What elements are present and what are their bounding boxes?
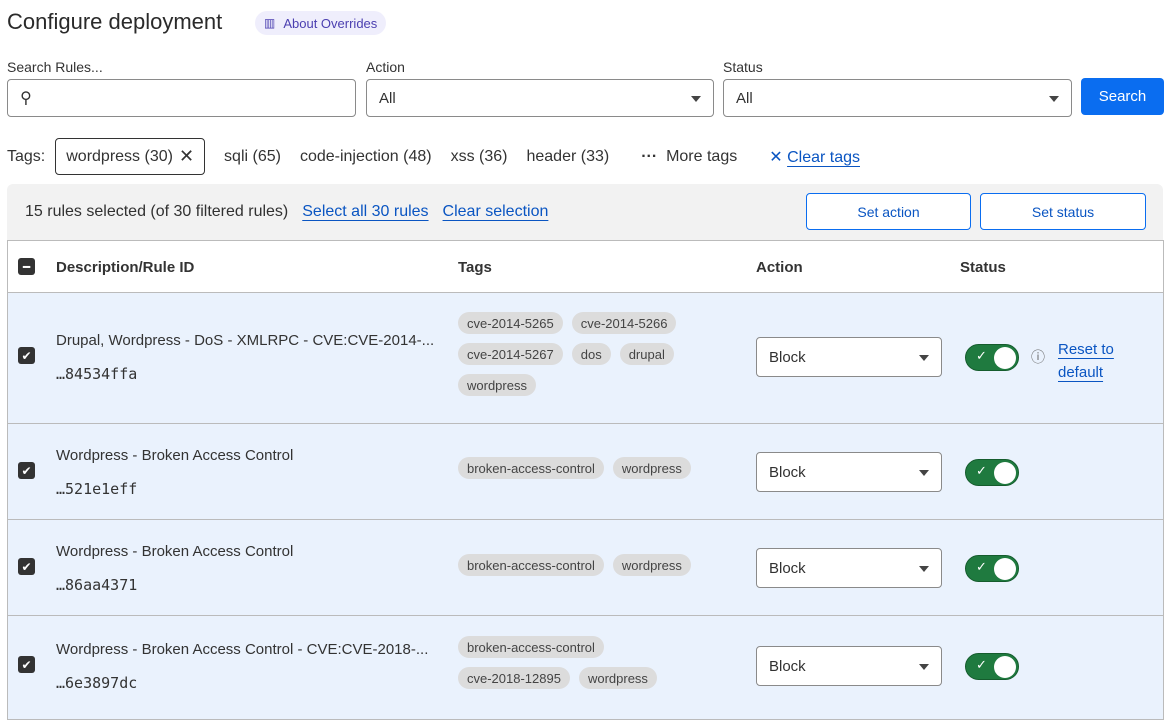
col-status: Status [960, 259, 1006, 276]
status-filter-value: All [736, 89, 753, 107]
chevron-down-icon [691, 96, 701, 102]
book-icon: ▥ [264, 16, 276, 30]
table-row: ✔ Wordpress - Broken Access Control …521… [8, 424, 1163, 520]
chevron-down-icon [919, 355, 929, 361]
action-value: Block [769, 559, 806, 577]
more-tags-label: More tags [666, 147, 738, 165]
action-value: Block [769, 463, 806, 481]
rule-id: …86aa4371 [56, 576, 138, 594]
action-select[interactable]: Block [756, 452, 942, 492]
search-input[interactable]: ⚲ [7, 79, 356, 117]
tag-chip: cve-2014-5266 [571, 312, 677, 334]
close-icon: ✕ [769, 148, 783, 166]
tag-chip: broken-access-control [458, 457, 604, 479]
page-title: Configure deployment [7, 9, 223, 34]
rule-description: Wordpress - Broken Access Control [56, 447, 294, 464]
col-tags: Tags [458, 259, 492, 276]
info-icon[interactable]: ⓘ [1031, 349, 1045, 365]
rules-table: ━ Description/Rule ID Tags Action Status… [7, 240, 1164, 720]
about-overrides-label: About Overrides [283, 15, 378, 31]
col-desc: Description/Rule ID [56, 259, 195, 276]
tag-chip: broken-access-control [458, 636, 604, 658]
set-status-button[interactable]: Set status [980, 193, 1146, 230]
tag-option[interactable]: xss (36) [450, 147, 508, 165]
rule-tags: broken-access-control cve-2018-12895 wor… [458, 636, 678, 689]
tag-chip: wordpress [612, 554, 691, 576]
row-checkbox[interactable]: ✔ [18, 656, 35, 673]
rule-tags: broken-access-control wordpress [458, 554, 718, 576]
status-toggle[interactable]: ✓ [965, 344, 1019, 371]
tag-option[interactable]: header (33) [526, 147, 610, 165]
row-checkbox[interactable]: ✔ [18, 558, 35, 575]
reset-to-default-link[interactable]: Reset to default [1058, 341, 1114, 381]
rule-description: Wordpress - Broken Access Control - CVE:… [56, 641, 429, 658]
set-action-button[interactable]: Set action [806, 193, 971, 230]
table-row: ✔ Wordpress - Broken Access Control - CV… [8, 616, 1163, 720]
close-icon[interactable]: ✕ [178, 146, 195, 166]
action-value: Block [769, 657, 806, 675]
tags-label: Tags: [7, 147, 46, 165]
row-checkbox[interactable]: ✔ [18, 347, 35, 364]
tag-chip: cve-2014-5265 [458, 312, 563, 334]
tag-chip: dos [571, 343, 611, 365]
tags-filter-row: Tags: wordpress (30) ✕ sqli (65) code-inj… [7, 138, 860, 175]
rule-id: …6e3897dc [56, 674, 138, 692]
status-toggle[interactable]: ✓ [965, 459, 1019, 486]
action-value: Block [769, 348, 806, 366]
search-icon: ⚲ [20, 90, 32, 107]
tag-chip: cve-2018-12895 [458, 667, 570, 689]
chevron-down-icon [919, 566, 929, 572]
rule-tags: broken-access-control wordpress [458, 457, 718, 479]
rule-tags: cve-2014-5265 cve-2014-5266 cve-2014-526… [458, 312, 708, 396]
rule-description: Wordpress - Broken Access Control [56, 543, 294, 560]
status-toggle[interactable]: ✓ [965, 555, 1019, 582]
chevron-down-icon [919, 664, 929, 670]
chevron-down-icon [1049, 96, 1059, 102]
action-select[interactable]: Block [756, 646, 942, 686]
search-button[interactable]: Search [1081, 78, 1164, 115]
check-icon: ✓ [976, 463, 987, 478]
table-header: ━ Description/Rule ID Tags Action Status [8, 241, 1163, 293]
action-filter-select[interactable]: All [366, 79, 714, 117]
more-tags-button[interactable]: ··· More tags [641, 148, 737, 166]
table-row: ✔ Wordpress - Broken Access Control …86a… [8, 520, 1163, 616]
rule-description: Drupal, Wordpress - DoS - XMLRPC - CVE:C… [56, 332, 435, 349]
about-overrides-link[interactable]: ▥ About Overrides [255, 11, 387, 35]
action-filter-value: All [379, 89, 396, 107]
row-checkbox[interactable]: ✔ [18, 462, 35, 479]
tag-chip: wordpress [578, 667, 657, 689]
tag-chip: cve-2014-5267 [458, 343, 563, 365]
clear-selection-link[interactable]: Clear selection [442, 203, 549, 220]
check-icon: ✓ [976, 657, 987, 672]
status-toggle[interactable]: ✓ [965, 653, 1019, 680]
table-row: ✔ Drupal, Wordpress - DoS - XMLRPC - CVE… [8, 293, 1163, 424]
ellipsis-icon: ··· [641, 147, 658, 165]
select-all-link[interactable]: Select all 30 rules [302, 203, 429, 220]
tag-chip: wordpress [612, 457, 691, 479]
status-label: Status [723, 59, 763, 75]
check-icon: ✓ [976, 559, 987, 574]
tag-option[interactable]: sqli (65) [224, 147, 281, 165]
search-label: Search Rules... [7, 59, 103, 75]
action-select[interactable]: Block [756, 548, 942, 588]
rule-id: …521e1eff [56, 480, 138, 498]
clear-tags-button[interactable]: ✕ Clear tags [769, 147, 860, 167]
tag-option[interactable]: code-injection (48) [299, 147, 432, 165]
select-all-checkbox[interactable]: ━ [18, 258, 35, 275]
action-select[interactable]: Block [756, 337, 942, 377]
status-filter-select[interactable]: All [723, 79, 1072, 117]
tag-chip: drupal [619, 343, 674, 365]
action-label: Action [366, 59, 405, 75]
rule-id: …84534ffa [56, 365, 138, 383]
selection-summary: 15 rules selected (of 30 filtered rules) [25, 203, 289, 220]
tag-selected-label: wordpress (30) [66, 147, 173, 165]
col-action: Action [756, 259, 803, 276]
chevron-down-icon [919, 470, 929, 476]
tag-selected-wordpress[interactable]: wordpress (30) ✕ [55, 138, 206, 175]
tag-chip: broken-access-control [458, 554, 604, 576]
check-icon: ✓ [976, 348, 987, 363]
clear-tags-label: Clear tags [787, 148, 860, 166]
tag-chip: wordpress [458, 374, 536, 396]
